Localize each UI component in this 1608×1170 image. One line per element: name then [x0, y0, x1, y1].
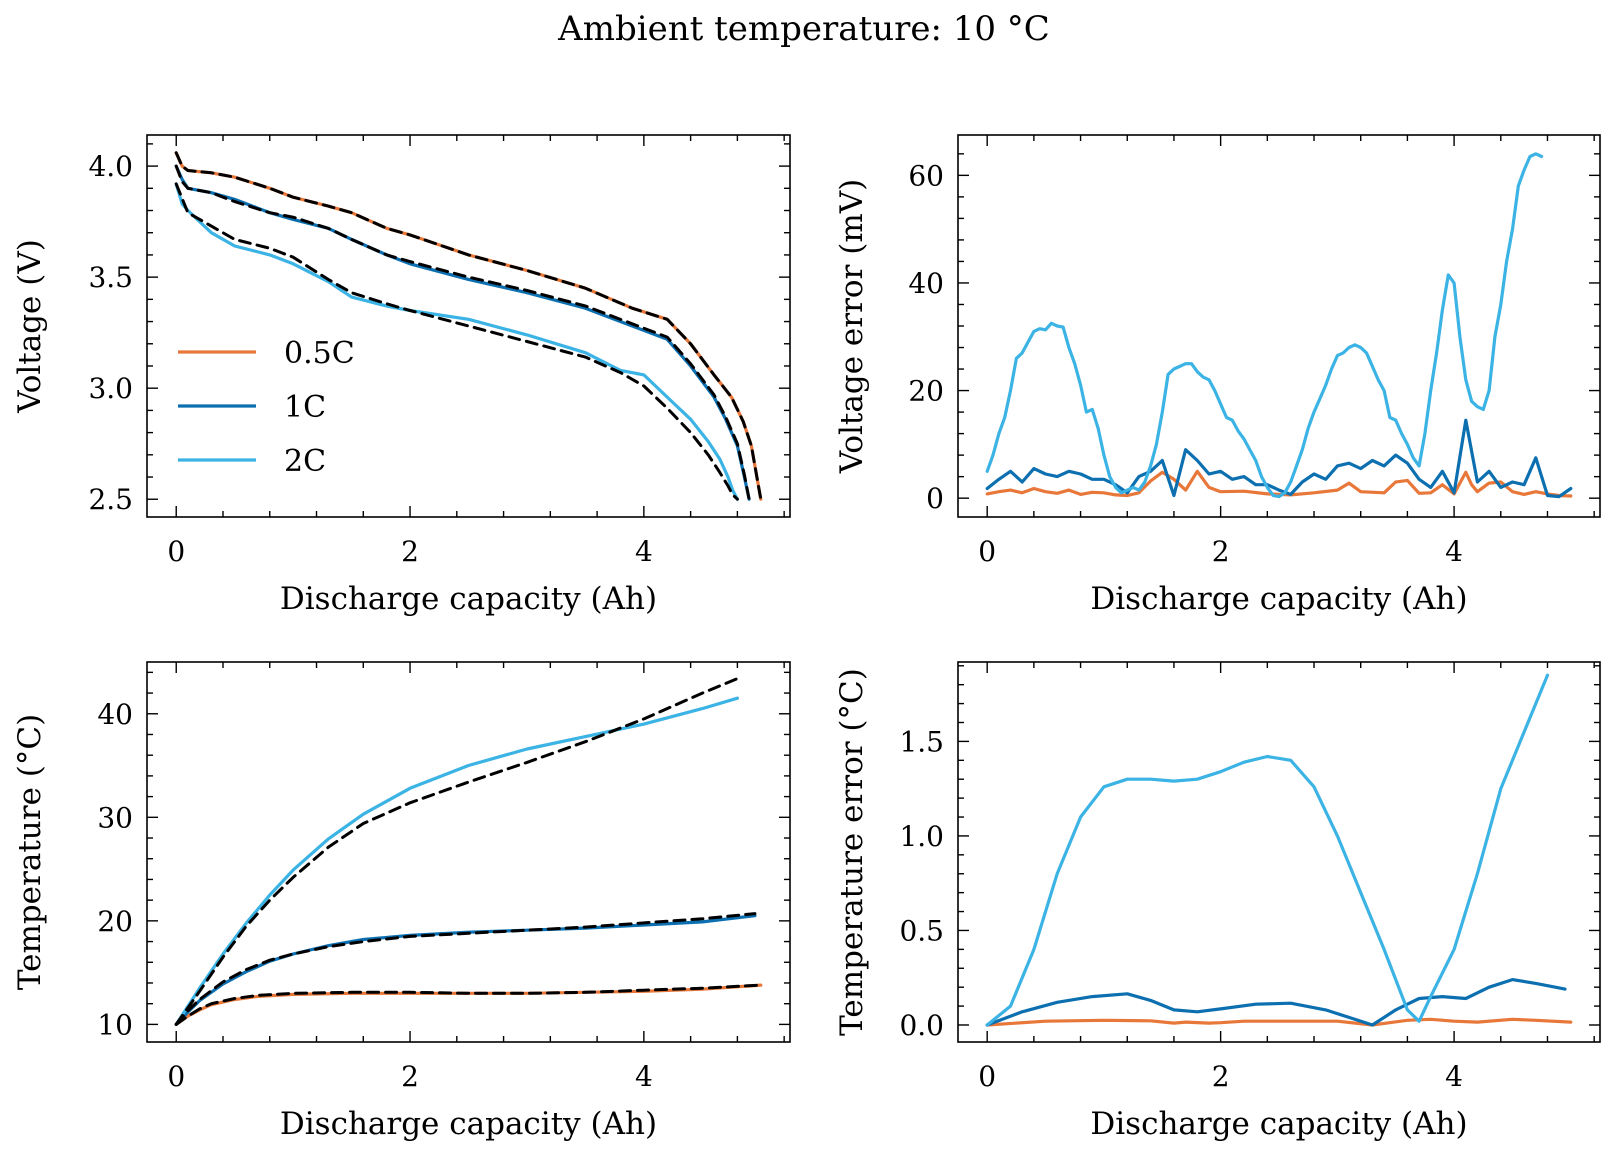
figure-suptitle: Ambient temperature: 10 °C	[557, 9, 1050, 49]
y-axis-label: Voltage error (mV)	[834, 179, 870, 474]
y-tick-label: 30	[97, 801, 133, 834]
x-tick-label: 0	[978, 1060, 996, 1093]
x-tick-label: 0	[167, 535, 185, 568]
x-tick-label: 2	[1212, 1060, 1230, 1093]
model-line-3	[174, 983, 763, 1026]
x-tick-label: 0	[978, 535, 996, 568]
panel-temperature: 0 2 4 10 20 30 40 Discharge capacity (Ah) Temper…	[12, 661, 791, 1142]
y-tick-label: 60	[908, 159, 944, 192]
y-axis-label: Temperature error (°C)	[834, 668, 870, 1036]
series-line-1c	[174, 914, 757, 1027]
x-tick-label: 4	[1445, 1060, 1463, 1093]
y-tick-label: 10	[97, 1008, 133, 1041]
series-line-1c	[174, 164, 751, 501]
series-group	[174, 151, 763, 501]
x-axis-label: Discharge capacity (Ah)	[280, 581, 657, 617]
x-tick-label: 4	[1445, 535, 1463, 568]
x-tick-label: 0	[167, 1060, 185, 1093]
x-tick-label: 4	[635, 535, 653, 568]
y-tick-label: 2.5	[88, 483, 133, 516]
x-axis-label: Discharge capacity (Ah)	[280, 1106, 657, 1142]
y-tick-label: 40	[97, 698, 133, 731]
legend: 0.5C 1C 2C	[178, 336, 355, 479]
model-line-5	[174, 182, 739, 501]
x-tick-label: 2	[1212, 535, 1230, 568]
legend-label-05c: 0.5C	[284, 336, 355, 371]
y-tick-label: 1.5	[899, 725, 944, 758]
model-line-3	[174, 151, 763, 501]
axes-frame	[957, 661, 1601, 1043]
x-tick-label: 2	[401, 1060, 419, 1093]
model-line-5	[174, 677, 739, 1026]
y-tick-label: 3.5	[88, 261, 133, 294]
y-tick-label: 20	[908, 375, 944, 408]
series-line-1c	[985, 418, 1573, 499]
x-axis-label: Discharge capacity (Ah)	[1090, 1106, 1467, 1142]
series-group	[985, 673, 1573, 1027]
y-tick-label: 4.0	[88, 150, 133, 183]
y-tick-label: 0	[926, 482, 944, 515]
series-line-2c	[174, 182, 740, 501]
series-line-2c	[985, 152, 1544, 499]
y-tick-label: 3.0	[88, 372, 133, 405]
series-line-1c	[985, 977, 1567, 1027]
model-line-4	[174, 912, 757, 1026]
axes-frame	[146, 661, 791, 1043]
series-line-05c	[174, 983, 763, 1027]
x-tick-label: 4	[635, 1060, 653, 1093]
y-tick-label: 0.5	[899, 914, 944, 947]
y-axis-label: Voltage (V)	[12, 239, 48, 414]
y-axis-label: Temperature (°C)	[12, 714, 48, 990]
series-line-2c	[985, 673, 1550, 1027]
axes-frame	[146, 134, 791, 518]
y-tick-label: 20	[97, 905, 133, 938]
x-axis-label: Discharge capacity (Ah)	[1090, 581, 1467, 617]
model-line-4	[174, 164, 751, 501]
series-group	[985, 152, 1573, 499]
y-tick-label: 40	[908, 267, 944, 300]
series-line-2c	[174, 696, 740, 1027]
x-tick-label: 2	[401, 535, 419, 568]
panel-temperature-error: 0 2 4 0.0 0.5 1.0 1.5 Discharge capacity (Ah) Te…	[834, 661, 1601, 1142]
panel-voltage: 0 2 4 2.5 3.0 3.5 4.0 Discharge capacity (Ah) Vo…	[12, 134, 791, 617]
series-line-05c	[985, 469, 1573, 498]
legend-label-2c: 2C	[284, 444, 326, 479]
legend-label-1c: 1C	[284, 390, 326, 425]
series-line-05c	[985, 1017, 1573, 1027]
y-tick-label: 1.0	[899, 820, 944, 853]
series-group	[174, 677, 763, 1027]
y-tick-label: 0.0	[899, 1009, 944, 1042]
